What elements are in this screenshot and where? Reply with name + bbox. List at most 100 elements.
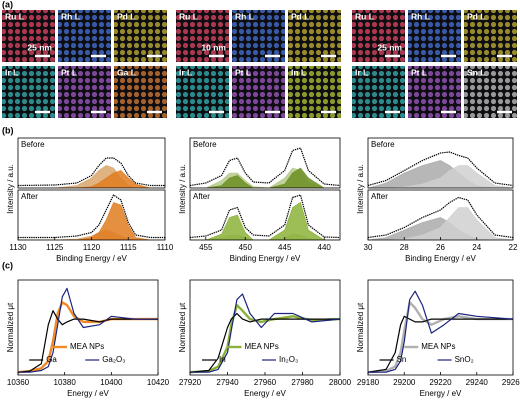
map-tile (288, 10, 341, 62)
measured-line (368, 151, 513, 187)
x-tick-label: 1115 (120, 243, 137, 252)
x-axis-label: Energy / eV (67, 389, 109, 398)
map-tile (232, 10, 285, 62)
measured-line (190, 147, 340, 187)
x-tick-label: 27960 (254, 378, 277, 387)
series-line (18, 287, 158, 373)
map-tile (352, 66, 405, 118)
map-tile (58, 66, 111, 118)
x-tick-label: 455 (199, 243, 213, 252)
x-tick-label: 10380 (54, 378, 77, 387)
y-axis-label: Normalized μt (356, 302, 365, 352)
map-tile (2, 10, 55, 62)
subplot-annotation: Before (193, 140, 217, 149)
plot-frame (189, 279, 341, 376)
legend-label: Ga₂O₃ (102, 355, 125, 364)
tile-label: In L (291, 67, 306, 77)
plot-frame (367, 137, 514, 189)
x-tick-label: 1125 (46, 243, 64, 252)
plot-frame (17, 279, 159, 376)
x-tick-label: 30 (364, 243, 373, 252)
measured-line (18, 194, 165, 239)
x-tick-label: 29200 (393, 378, 416, 387)
tile-label: Ir L (179, 67, 192, 77)
x-axis-label: Energy / eV (420, 389, 462, 398)
series-line (190, 312, 340, 373)
tile-label: Pd L (467, 11, 485, 21)
y-axis-label: Intensity / a.u. (356, 164, 365, 214)
y-axis-label: Intensity / a.u. (6, 164, 15, 214)
tile-label: Pt L (61, 67, 77, 77)
tile-label: Ru L (179, 11, 198, 21)
subplot-annotation: After (21, 192, 38, 201)
plot-frame (189, 189, 341, 241)
map-tile (464, 66, 517, 118)
map-tile (232, 66, 285, 118)
series-line (18, 310, 158, 373)
component-area (18, 202, 165, 240)
x-tick-label: 1110 (157, 243, 174, 252)
x-tick-label: 22 (509, 243, 518, 252)
series-line (190, 293, 340, 373)
panel-label: (a) (2, 0, 13, 9)
x-tick-label: 26 (436, 243, 445, 252)
subplot-annotation: Before (371, 140, 395, 149)
x-tick-label: 10400 (100, 378, 123, 387)
tile-label: Ir L (355, 67, 368, 77)
legend-label: Ga (46, 355, 57, 364)
measured-line (190, 194, 340, 239)
legend-label: MEA NPs (70, 342, 104, 351)
x-tick-label: 1130 (9, 243, 27, 252)
map-tile (114, 10, 167, 62)
map-tile (352, 10, 405, 62)
tile-label: Rh L (61, 11, 80, 21)
y-axis-label: Intensity / a.u. (178, 164, 187, 214)
x-tick-label: 28000 (329, 378, 352, 387)
x-tick-label: 29220 (429, 378, 452, 387)
x-tick-label: 450 (239, 243, 253, 252)
tile-label: Pd L (117, 11, 135, 21)
component-area (368, 165, 513, 188)
series-line (190, 303, 340, 374)
x-tick-label: 10360 (7, 378, 30, 387)
tile-label: Pd L (291, 11, 309, 21)
plot-frame (189, 137, 341, 189)
subplot-annotation: After (371, 192, 388, 201)
x-tick-label: 27920 (179, 378, 202, 387)
map-tile (464, 10, 517, 62)
legend-label: In (219, 355, 226, 364)
x-axis-label: Energy / eV (244, 389, 286, 398)
map-tile (408, 10, 461, 62)
tile-label: Rh L (411, 11, 430, 21)
tile-label: Ru L (5, 11, 24, 21)
map-tile (176, 10, 229, 62)
panel-label: (c) (2, 260, 13, 270)
tile-label: Ga L (117, 67, 136, 77)
map-tile (176, 66, 229, 118)
x-tick-label: 24 (472, 243, 481, 252)
map-tile (408, 66, 461, 118)
y-axis-label: Normalized μt (178, 302, 187, 352)
x-tick-label: 1120 (83, 243, 101, 252)
series-line (368, 290, 513, 373)
measured-line (368, 196, 513, 239)
plot-frame (17, 137, 166, 189)
x-tick-label: 29260 (502, 378, 520, 387)
component-area (368, 207, 513, 240)
subplot-annotation: Before (21, 140, 45, 149)
scale-bar-label: 25 nm (27, 42, 52, 52)
tile-label: Rh L (235, 11, 254, 21)
measured-line (18, 157, 165, 187)
panel-label: (b) (2, 125, 14, 135)
y-axis-label: Normalized μt (6, 302, 15, 352)
tile-label: Pt L (411, 67, 427, 77)
x-tick-label: 440 (318, 243, 332, 252)
scale-bar-label: 10 nm (201, 42, 226, 52)
tile-label: Ru L (355, 11, 374, 21)
series-line (368, 301, 513, 374)
series-line (368, 315, 513, 373)
legend-label: MEA NPs (421, 342, 455, 351)
tile-label: Sn L (467, 67, 485, 77)
legend-label: MEA NPs (245, 342, 279, 351)
series-line (18, 301, 158, 374)
